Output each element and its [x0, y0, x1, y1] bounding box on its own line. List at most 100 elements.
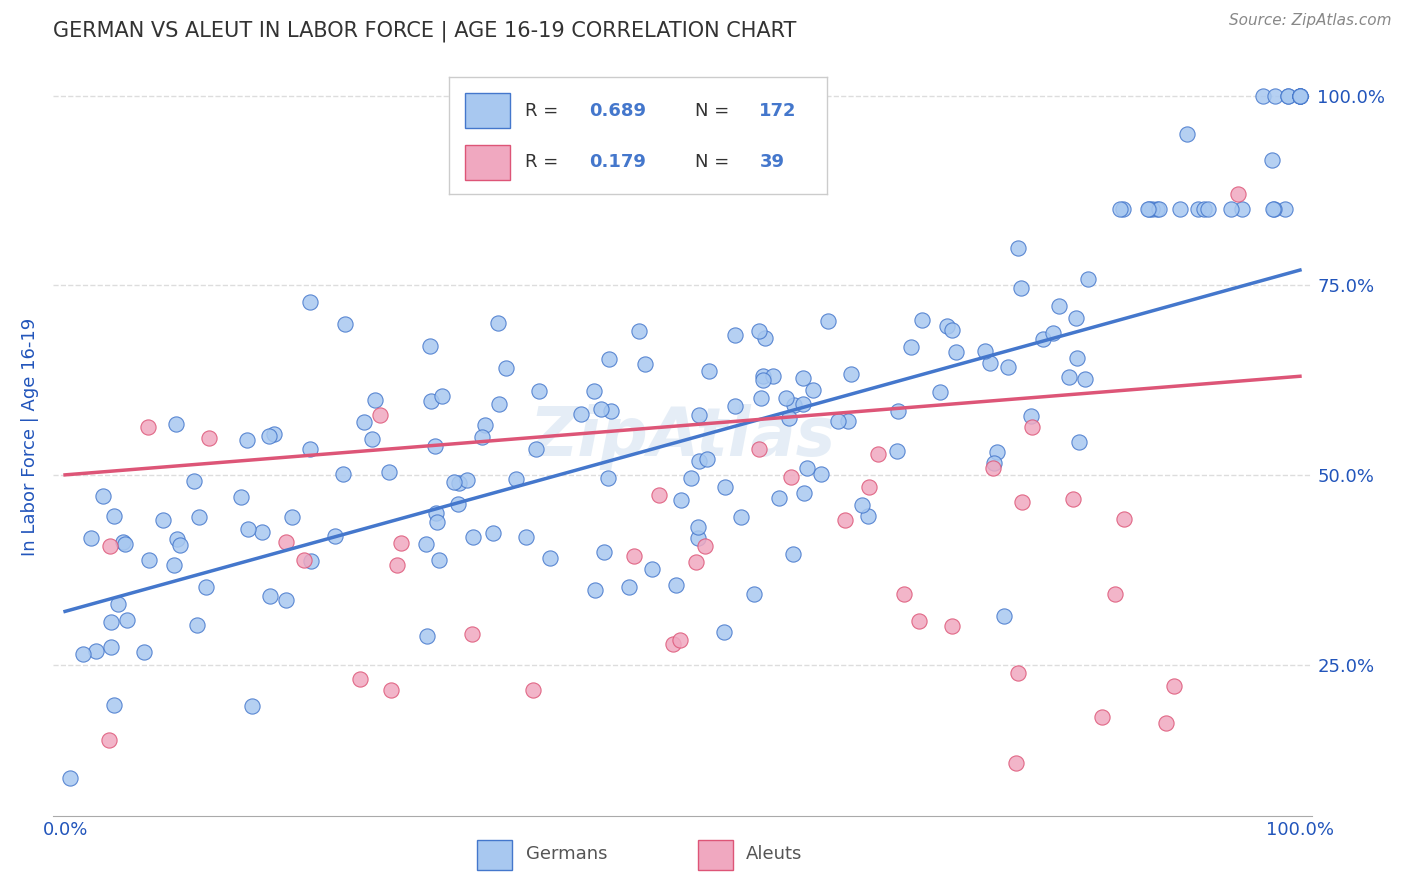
Point	[1274, 202, 1296, 217]
Point	[752, 368, 775, 383]
Point	[623, 549, 645, 563]
Point	[866, 446, 889, 460]
Point	[1140, 202, 1163, 217]
Point	[426, 516, 449, 530]
Point	[1289, 88, 1312, 103]
Point	[627, 325, 650, 339]
Point	[730, 510, 752, 524]
Point	[1021, 420, 1043, 434]
Point	[1154, 716, 1177, 731]
Point	[1007, 241, 1029, 255]
Point	[775, 391, 797, 405]
Point	[911, 313, 934, 327]
Point	[538, 550, 561, 565]
Y-axis label: In Labor Force | Age 16-19: In Labor Force | Age 16-19	[21, 318, 39, 556]
Point	[662, 637, 685, 651]
Point	[1263, 202, 1285, 217]
Point	[742, 586, 765, 600]
Point	[236, 434, 259, 448]
Point	[1289, 88, 1312, 103]
Point	[648, 488, 671, 502]
Point	[443, 475, 465, 489]
Point	[368, 408, 391, 422]
Point	[936, 319, 959, 334]
Point	[194, 580, 217, 594]
Point	[529, 384, 551, 398]
Point	[419, 394, 441, 409]
Point	[165, 417, 187, 431]
Point	[724, 399, 747, 413]
Point	[1168, 202, 1191, 217]
Point	[669, 493, 692, 508]
Point	[198, 431, 221, 445]
Point	[983, 457, 1005, 471]
Point	[1067, 434, 1090, 449]
Point	[1220, 202, 1243, 217]
Point	[796, 461, 818, 475]
Point	[134, 645, 156, 659]
Point	[596, 471, 619, 485]
Point	[425, 439, 447, 453]
Point	[187, 510, 209, 524]
Point	[839, 367, 862, 381]
Point	[274, 534, 297, 549]
Point	[299, 554, 322, 568]
Point	[1187, 202, 1209, 217]
Point	[419, 339, 441, 353]
Point	[114, 537, 136, 551]
Point	[274, 592, 297, 607]
Point	[1007, 665, 1029, 680]
Point	[858, 480, 880, 494]
Point	[138, 553, 160, 567]
Point	[583, 384, 606, 398]
Point	[100, 615, 122, 629]
Point	[385, 558, 408, 573]
Point	[941, 323, 963, 337]
Point	[792, 397, 814, 411]
Point	[111, 535, 134, 549]
Point	[488, 396, 510, 410]
Point	[1289, 88, 1312, 103]
Point	[1074, 372, 1097, 386]
Point	[460, 627, 482, 641]
Point	[103, 509, 125, 524]
Point	[166, 532, 188, 546]
Point	[749, 391, 772, 405]
Point	[929, 384, 952, 399]
Point	[1032, 332, 1054, 346]
Text: Source: ZipAtlas.com: Source: ZipAtlas.com	[1229, 13, 1392, 29]
Point	[364, 392, 387, 407]
Point	[98, 539, 121, 553]
Point	[851, 498, 873, 512]
Point	[837, 414, 859, 428]
Point	[72, 647, 94, 661]
Point	[713, 625, 735, 640]
Point	[780, 469, 803, 483]
Point	[1226, 187, 1249, 202]
Point	[486, 316, 509, 330]
Point	[1057, 370, 1080, 384]
Point	[380, 683, 402, 698]
Point	[1077, 271, 1099, 285]
Point	[80, 531, 103, 545]
Point	[349, 672, 371, 686]
Point	[979, 356, 1001, 370]
Text: ZipAtlas: ZipAtlas	[530, 404, 835, 470]
Point	[323, 529, 346, 543]
Point	[589, 401, 612, 416]
Point	[793, 486, 815, 500]
Point	[598, 352, 620, 367]
Point	[810, 467, 832, 482]
Point	[592, 545, 614, 559]
Point	[695, 540, 717, 554]
Point	[585, 582, 607, 597]
Point	[1232, 202, 1254, 217]
Point	[945, 345, 967, 359]
Point	[1175, 127, 1198, 141]
Point	[495, 361, 517, 376]
Point	[981, 461, 1004, 475]
Point	[333, 318, 356, 332]
Point	[754, 331, 776, 345]
Point	[250, 525, 273, 540]
Point	[1010, 281, 1032, 295]
